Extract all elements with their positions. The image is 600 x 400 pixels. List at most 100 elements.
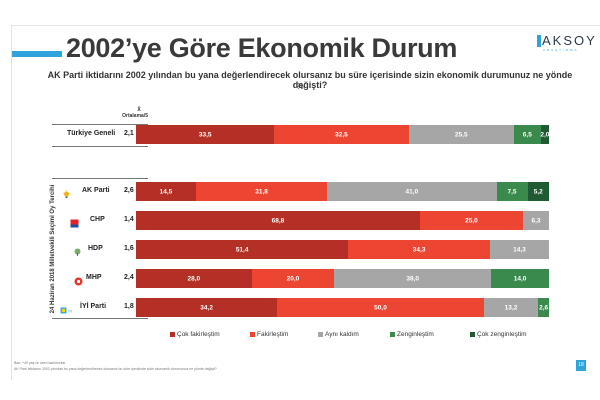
bar-segment (489, 240, 549, 259)
bar-chp: 68,8 25,0 6,3 (136, 211, 549, 230)
row-average: 2,1 (124, 130, 134, 137)
data-label: 28,0 (187, 275, 201, 282)
svg-text:İYİ: İYİ (68, 309, 73, 314)
data-label: 2,6 (539, 304, 549, 311)
data-label: 31,8 (255, 188, 268, 195)
data-label: 50,0 (374, 304, 387, 311)
logo-name: AKSOY (542, 33, 597, 48)
average-label: Ortalama/5 (122, 113, 148, 119)
iyi-parti-logo-icon: İYİ (60, 302, 72, 314)
data-label: 13,2 (504, 304, 518, 311)
data-label: 34,2 (200, 304, 213, 311)
bar-segment (136, 211, 420, 230)
bar-segment (251, 269, 335, 288)
data-label: 6,5 (522, 131, 532, 138)
hdp-logo-icon (73, 244, 82, 256)
legend-swatch (170, 332, 175, 337)
row-average: 1,4 (124, 216, 134, 223)
legend-label: Fakirleştim (257, 331, 289, 338)
bar-segment (136, 269, 252, 288)
aksoy-logo: AKSOY ARAŞTIRMA (537, 33, 595, 59)
legend-swatch (318, 332, 323, 337)
bar-segment (491, 269, 549, 288)
ak-parti-logo-icon (62, 186, 71, 198)
bar-mhp: 28,0 20,0 38,0 14,0 (136, 269, 549, 288)
bar-segment (540, 125, 549, 144)
row-average: 1,8 (124, 303, 134, 310)
bar-segment (419, 211, 523, 230)
data-label: 34,3 (412, 246, 426, 253)
bar-segment (195, 182, 328, 201)
data-label: 5,2 (533, 188, 543, 195)
footnote-question: AK Parti iktidarını 2002 yılından bu yan… (14, 367, 217, 371)
bar-segment (136, 240, 349, 259)
unit-label: % (296, 82, 304, 91)
footnote-base: Baz: +40 yaş ve üzeri katılımcılar (14, 361, 66, 365)
bar-segment (408, 125, 514, 144)
legend-item-zenginlestim: Zenginleştim (390, 331, 434, 338)
chp-logo-icon (70, 215, 79, 228)
mhp-logo-icon (74, 273, 83, 286)
data-label: 38,0 (406, 275, 420, 282)
bar-segment (277, 298, 484, 317)
data-label: 68,8 (271, 217, 285, 224)
row-average: 2,4 (124, 274, 134, 281)
legend-item-cok-zenginlestim: Çok zenginleştim (470, 331, 527, 338)
slide-frame (11, 25, 600, 380)
chart-legend: Çok fakirleştim Fakirleştim Aynı kaldım … (170, 331, 550, 341)
bar-türkiye-geneli: 33,5 32,5 25,5 6,5 2,0 (136, 125, 549, 144)
legend-swatch (470, 332, 475, 337)
data-label: 32,5 (335, 131, 348, 138)
row-label-ak-parti: AK Parti (82, 187, 110, 194)
bar-segment (513, 125, 541, 144)
bar-segment (483, 298, 539, 317)
data-label: 41,0 (405, 188, 419, 195)
data-label: 25,5 (454, 131, 468, 138)
legend-label: Çok fakirleştim (177, 331, 220, 338)
bar-ak-parti: 14,5 31,8 41,0 7,5 5,2 (136, 182, 549, 201)
data-label: 2,0 (540, 131, 550, 138)
data-label: 33,5 (198, 131, 212, 138)
divider-line (52, 146, 148, 147)
data-label: 20,0 (286, 275, 300, 282)
data-label: 6,3 (531, 217, 541, 224)
row-label-chp: CHP (90, 216, 105, 223)
divider-line (52, 124, 148, 125)
page-title: 2002’ye Göre Ekonomik Durum (66, 33, 458, 63)
legend-label: Zenginleştim (397, 331, 434, 338)
data-label: 7,5 (507, 188, 517, 195)
row-average: 1,6 (124, 245, 134, 252)
legend-swatch (390, 332, 395, 337)
bar-segment (274, 125, 409, 144)
row-label-hdp: HDP (88, 245, 103, 252)
bar-i̇yi̇-parti: 34,2 50,0 13,2 2,6 (136, 298, 549, 317)
logo-mark-icon (537, 35, 541, 47)
bar-hdp: 51,4 34,3 14,3 (136, 240, 549, 259)
vote-preference-axis-label: 24 Haziran 2018 Milletvekili Seçimi Oy T… (50, 184, 56, 314)
bar-segment (496, 182, 528, 201)
page-number: 18 (576, 360, 586, 371)
legend-label: Çok zenginleştim (477, 331, 527, 338)
bar-segment (136, 298, 278, 317)
data-label: 14,5 (159, 188, 173, 195)
title-accent-bar (12, 51, 62, 57)
divider-line (52, 318, 148, 319)
legend-item-cok-fakirlestim: Çok fakirleştim (170, 331, 220, 338)
bar-segment (527, 182, 549, 201)
legend-swatch (250, 332, 255, 337)
bar-segment (334, 269, 492, 288)
legend-item-fakirlestim: Fakirleştim (250, 331, 288, 338)
bar-segment (348, 240, 490, 259)
row-label-turkiye: Türkiye Geneli (67, 130, 116, 137)
bar-segment (538, 298, 549, 317)
row-label-mhp: MHP (86, 274, 102, 281)
legend-label: Aynı kaldım (325, 331, 359, 338)
average-symbol: X̄ (137, 107, 141, 113)
bar-segment (327, 182, 497, 201)
legend-item-ayni-kaldim: Aynı kaldım (318, 331, 359, 338)
divider-line (52, 178, 148, 179)
data-label: 14,0 (513, 275, 527, 282)
average-header: X̄ Ortalama/5 (108, 107, 148, 119)
question-text: AK Parti iktidarını 2002 yılından bu yan… (47, 70, 573, 90)
bar-segment (136, 125, 275, 144)
